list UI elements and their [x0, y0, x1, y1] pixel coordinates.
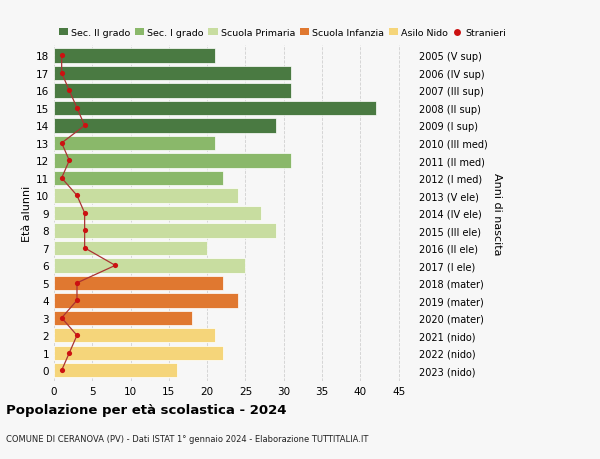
Text: COMUNE DI CERANOVA (PV) - Dati ISTAT 1° gennaio 2024 - Elaborazione TUTTITALIA.I: COMUNE DI CERANOVA (PV) - Dati ISTAT 1° …: [6, 434, 368, 442]
Text: Popolazione per età scolastica - 2024: Popolazione per età scolastica - 2024: [6, 403, 287, 416]
Point: [110, 262, 120, 269]
Bar: [54, 171, 223, 186]
Bar: [54, 258, 245, 273]
Point: [57, 314, 67, 322]
Point: [57, 70, 67, 78]
Point: [72, 332, 82, 339]
Bar: [54, 189, 238, 203]
Bar: [54, 346, 223, 360]
Point: [65, 88, 74, 95]
Point: [72, 297, 82, 304]
Bar: [54, 136, 215, 151]
Bar: [54, 206, 261, 221]
Point: [80, 227, 89, 235]
Point: [65, 157, 74, 165]
Bar: [54, 101, 376, 116]
Bar: [54, 241, 207, 256]
Point: [80, 123, 89, 130]
Point: [57, 140, 67, 147]
Point: [80, 245, 89, 252]
Bar: [54, 84, 292, 98]
Y-axis label: Età alunni: Età alunni: [22, 185, 32, 241]
Bar: [54, 119, 276, 133]
Point: [72, 280, 82, 287]
Y-axis label: Anni di nascita: Anni di nascita: [491, 172, 502, 255]
Bar: [54, 49, 215, 63]
Point: [65, 349, 74, 357]
Point: [80, 210, 89, 217]
Bar: [54, 224, 276, 238]
Bar: [54, 364, 176, 378]
Bar: [54, 311, 192, 325]
Bar: [54, 294, 238, 308]
Point: [72, 192, 82, 200]
Point: [72, 105, 82, 112]
Bar: [54, 67, 292, 81]
Bar: [54, 276, 223, 291]
Legend: Sec. II grado, Sec. I grado, Scuola Primaria, Scuola Infanzia, Asilo Nido, Stran: Sec. II grado, Sec. I grado, Scuola Prim…: [59, 29, 506, 38]
Bar: [54, 154, 292, 168]
Point: [57, 53, 67, 60]
Point: [57, 175, 67, 182]
Bar: [54, 329, 215, 343]
Point: [57, 367, 67, 374]
